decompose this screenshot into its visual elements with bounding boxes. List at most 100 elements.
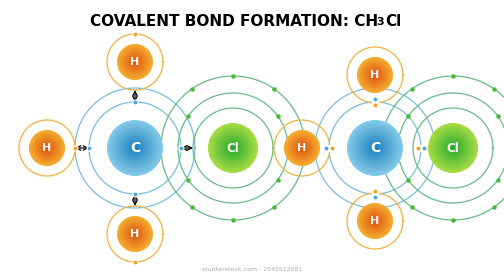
Circle shape bbox=[232, 147, 234, 149]
Circle shape bbox=[298, 144, 306, 152]
Circle shape bbox=[40, 141, 53, 155]
Circle shape bbox=[30, 130, 65, 165]
Circle shape bbox=[360, 133, 390, 163]
Circle shape bbox=[366, 67, 384, 83]
Circle shape bbox=[291, 137, 313, 159]
Circle shape bbox=[288, 134, 316, 162]
Circle shape bbox=[452, 146, 455, 150]
Circle shape bbox=[363, 136, 387, 160]
Circle shape bbox=[373, 73, 377, 77]
Circle shape bbox=[444, 138, 463, 158]
Circle shape bbox=[135, 61, 136, 63]
Circle shape bbox=[35, 136, 59, 160]
Circle shape bbox=[363, 209, 387, 233]
Circle shape bbox=[131, 144, 139, 152]
Circle shape bbox=[349, 122, 401, 174]
Circle shape bbox=[132, 59, 138, 65]
Circle shape bbox=[134, 61, 136, 63]
Circle shape bbox=[437, 132, 469, 164]
Circle shape bbox=[134, 147, 136, 149]
Circle shape bbox=[30, 131, 64, 165]
Circle shape bbox=[299, 145, 305, 151]
Circle shape bbox=[367, 67, 383, 83]
Circle shape bbox=[41, 142, 53, 154]
Circle shape bbox=[228, 143, 237, 153]
Circle shape bbox=[357, 203, 393, 239]
Circle shape bbox=[348, 122, 402, 175]
Circle shape bbox=[367, 213, 383, 229]
Circle shape bbox=[125, 52, 145, 72]
Circle shape bbox=[113, 126, 157, 170]
Circle shape bbox=[131, 143, 140, 153]
Circle shape bbox=[39, 141, 54, 155]
Circle shape bbox=[132, 231, 138, 237]
Circle shape bbox=[221, 136, 245, 160]
Circle shape bbox=[365, 211, 385, 231]
Circle shape bbox=[33, 134, 61, 162]
Circle shape bbox=[360, 134, 390, 162]
Circle shape bbox=[437, 132, 469, 164]
Circle shape bbox=[357, 57, 393, 93]
Circle shape bbox=[431, 126, 475, 170]
Circle shape bbox=[286, 132, 318, 164]
Circle shape bbox=[209, 124, 257, 172]
Circle shape bbox=[124, 223, 146, 245]
Circle shape bbox=[371, 217, 379, 225]
Circle shape bbox=[224, 139, 242, 157]
Circle shape bbox=[222, 137, 244, 159]
Circle shape bbox=[125, 225, 144, 243]
Circle shape bbox=[109, 122, 161, 174]
Circle shape bbox=[45, 146, 49, 150]
Circle shape bbox=[119, 46, 151, 78]
Circle shape bbox=[231, 146, 235, 150]
Circle shape bbox=[352, 125, 398, 171]
Circle shape bbox=[121, 48, 149, 76]
Circle shape bbox=[291, 137, 313, 159]
Circle shape bbox=[373, 146, 377, 150]
Circle shape bbox=[445, 140, 461, 156]
Circle shape bbox=[118, 45, 152, 78]
Circle shape bbox=[436, 131, 470, 165]
Circle shape bbox=[436, 131, 470, 165]
Text: H: H bbox=[370, 70, 380, 80]
Text: H: H bbox=[131, 57, 140, 67]
Circle shape bbox=[123, 223, 146, 245]
Circle shape bbox=[371, 71, 379, 79]
Circle shape bbox=[297, 143, 307, 153]
Circle shape bbox=[129, 142, 141, 154]
Circle shape bbox=[366, 212, 384, 230]
Circle shape bbox=[286, 132, 318, 164]
Circle shape bbox=[290, 136, 314, 160]
Circle shape bbox=[209, 124, 257, 172]
Circle shape bbox=[128, 55, 142, 69]
Circle shape bbox=[110, 123, 160, 173]
Circle shape bbox=[231, 146, 235, 150]
Text: 3: 3 bbox=[376, 17, 384, 27]
Circle shape bbox=[286, 132, 318, 164]
Circle shape bbox=[287, 133, 317, 163]
Circle shape bbox=[435, 130, 471, 165]
Circle shape bbox=[122, 222, 147, 246]
Circle shape bbox=[128, 141, 142, 155]
Circle shape bbox=[297, 143, 307, 153]
Circle shape bbox=[368, 214, 382, 228]
Circle shape bbox=[216, 130, 250, 165]
Circle shape bbox=[374, 74, 375, 76]
Circle shape bbox=[361, 134, 389, 162]
Circle shape bbox=[373, 73, 377, 77]
Circle shape bbox=[370, 143, 380, 153]
Circle shape bbox=[450, 145, 456, 151]
Circle shape bbox=[216, 131, 249, 165]
Circle shape bbox=[359, 59, 391, 91]
Circle shape bbox=[124, 52, 146, 73]
Circle shape bbox=[123, 50, 147, 74]
Circle shape bbox=[372, 73, 377, 77]
Circle shape bbox=[226, 141, 240, 155]
Circle shape bbox=[130, 57, 141, 67]
Circle shape bbox=[366, 139, 385, 157]
Text: H: H bbox=[131, 229, 140, 239]
Circle shape bbox=[432, 128, 473, 168]
Circle shape bbox=[371, 218, 379, 224]
Circle shape bbox=[372, 145, 379, 151]
Circle shape bbox=[122, 136, 148, 161]
